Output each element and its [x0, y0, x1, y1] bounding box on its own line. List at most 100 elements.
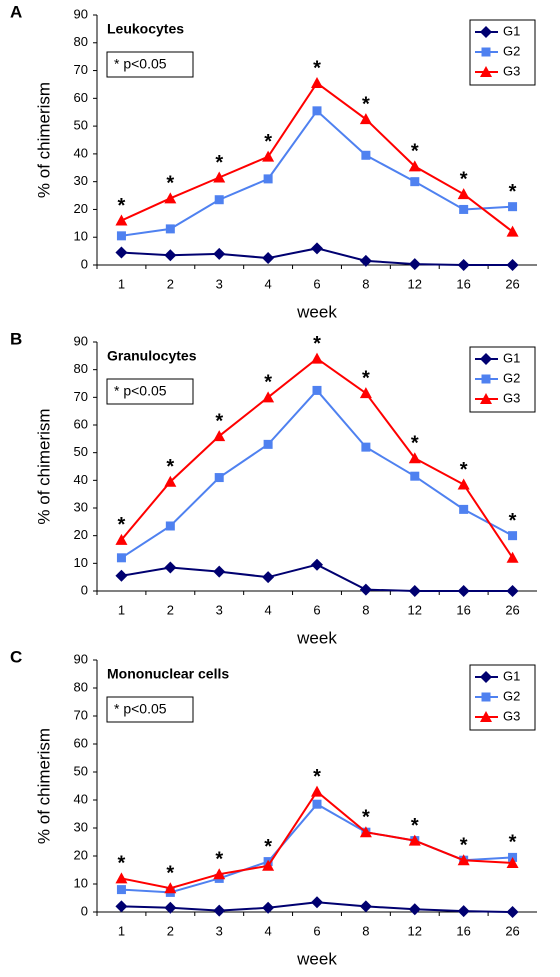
- significance-mark: *: [509, 832, 517, 854]
- marker: [115, 872, 128, 884]
- significance-mark: *: [215, 152, 223, 174]
- series-line: [121, 802, 513, 894]
- annotation-box: [106, 51, 194, 78]
- marker: [164, 475, 177, 487]
- x-tick-label: 6: [313, 276, 320, 291]
- marker: [457, 259, 470, 271]
- marker: [262, 571, 275, 584]
- marker: [213, 430, 226, 442]
- y-tick-label: 0: [81, 582, 88, 597]
- significance-mark: *: [460, 834, 468, 856]
- y-tick-label: 40: [74, 791, 88, 806]
- marker: [311, 242, 323, 255]
- significance-mark: *: [118, 853, 126, 875]
- x-tick-label: 26: [505, 276, 519, 291]
- series-line: [121, 81, 514, 233]
- marker: [480, 711, 492, 722]
- y-axis-label: % of chimerism: [34, 728, 53, 844]
- legend-label: G3: [503, 708, 520, 723]
- y-tick-label: 80: [74, 679, 88, 694]
- y-tick-label: 40: [74, 472, 88, 487]
- marker: [506, 551, 519, 563]
- y-tick-label: 50: [74, 444, 88, 459]
- marker: [164, 249, 177, 262]
- legend-label: G1: [503, 668, 520, 683]
- marker: [408, 452, 421, 464]
- marker: [214, 473, 224, 483]
- annotation-box: [106, 696, 194, 723]
- panel-label: C: [10, 647, 22, 666]
- y-tick-label: 20: [74, 847, 88, 862]
- marker: [263, 174, 273, 184]
- y-tick-label: 50: [74, 763, 88, 778]
- marker: [408, 585, 421, 597]
- x-axis-label: week: [296, 302, 337, 321]
- marker: [311, 558, 323, 571]
- significance-mark: *: [509, 510, 517, 532]
- y-tick-label: 20: [74, 201, 88, 216]
- x-axis-label: week: [296, 949, 337, 968]
- y-axis-label: % of chimerism: [34, 408, 53, 524]
- x-tick-label: 4: [264, 276, 271, 291]
- annotation: * p<0.05: [114, 383, 167, 399]
- marker: [359, 113, 372, 125]
- series-line: [121, 109, 513, 237]
- marker: [506, 259, 519, 271]
- y-tick-label: 60: [74, 90, 88, 105]
- marker: [457, 854, 470, 866]
- x-tick-label: 8: [362, 602, 369, 617]
- x-tick-label: 3: [216, 923, 223, 938]
- y-tick-label: 10: [74, 229, 88, 244]
- y-tick-label: 30: [74, 499, 88, 514]
- marker: [408, 258, 421, 271]
- x-axis-label: week: [296, 628, 337, 647]
- marker: [116, 885, 126, 895]
- marker: [262, 150, 275, 162]
- marker: [116, 553, 126, 563]
- marker: [481, 374, 491, 384]
- marker: [115, 533, 128, 545]
- marker: [311, 352, 323, 364]
- y-tick-label: 60: [74, 416, 88, 431]
- x-tick-label: 1: [118, 923, 125, 938]
- y-tick-label: 70: [74, 62, 88, 77]
- significance-mark: *: [313, 766, 321, 788]
- marker: [506, 585, 519, 597]
- x-tick-label: 6: [313, 602, 320, 617]
- significance-mark: *: [215, 848, 223, 870]
- x-tick-label: 6: [313, 923, 320, 938]
- marker: [508, 531, 518, 541]
- marker: [481, 47, 491, 57]
- y-tick-label: 90: [74, 651, 88, 666]
- marker: [480, 353, 492, 365]
- x-tick-label: 2: [167, 276, 174, 291]
- marker: [164, 882, 177, 894]
- x-tick-label: 3: [216, 602, 223, 617]
- marker: [262, 391, 275, 403]
- y-tick-label: 30: [74, 819, 88, 834]
- marker: [165, 521, 175, 531]
- x-tick-label: 16: [456, 602, 470, 617]
- significance-mark: *: [411, 432, 419, 454]
- marker: [262, 859, 275, 871]
- marker: [359, 254, 372, 267]
- marker: [115, 900, 128, 913]
- marker: [262, 252, 275, 265]
- marker: [359, 826, 372, 838]
- marker: [459, 204, 469, 214]
- x-tick-label: 4: [264, 602, 271, 617]
- x-tick-label: 12: [408, 923, 422, 938]
- marker: [457, 478, 470, 490]
- significance-mark: *: [362, 367, 370, 389]
- marker: [359, 387, 372, 399]
- panel-label: A: [10, 2, 22, 21]
- marker: [213, 247, 226, 260]
- y-tick-label: 90: [74, 333, 88, 348]
- x-tick-label: 2: [167, 923, 174, 938]
- significance-mark: *: [460, 168, 468, 190]
- marker: [164, 901, 177, 914]
- marker: [214, 195, 224, 205]
- marker: [213, 868, 226, 880]
- marker: [115, 246, 128, 259]
- marker: [361, 150, 371, 160]
